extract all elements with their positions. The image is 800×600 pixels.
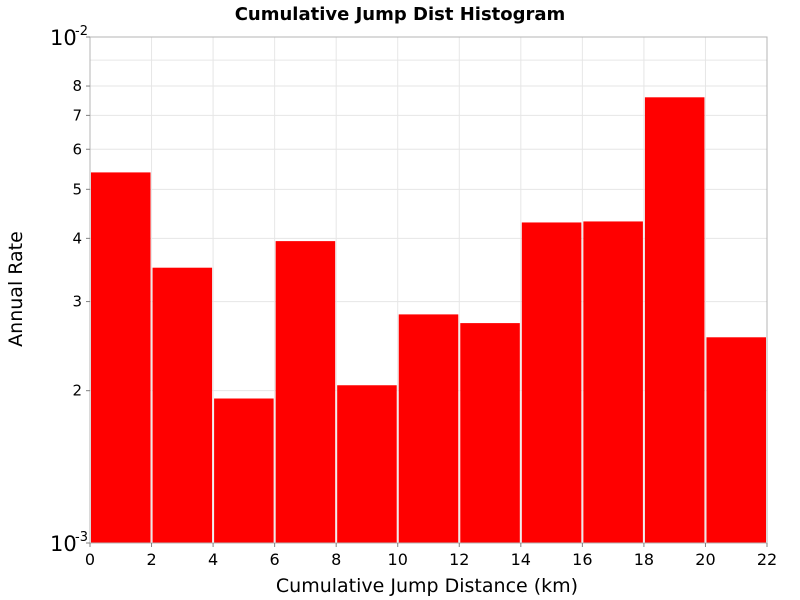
x-tick-label-7: 14	[511, 550, 531, 569]
y-major-tick-exponent-1: -2	[75, 24, 88, 39]
x-axis-label: Cumulative Jump Distance (km)	[276, 575, 578, 597]
x-tick-label-11: 22	[757, 550, 777, 569]
x-tick-label-9: 18	[634, 550, 654, 569]
y-tick-label-1: 3	[72, 293, 82, 311]
y-tick-label-6: 8	[72, 77, 82, 95]
y-tick-label-5: 7	[72, 106, 82, 124]
bar-2	[214, 398, 274, 543]
y-axis-label: Annual Rate	[5, 231, 27, 347]
x-tick-label-8: 16	[572, 550, 592, 569]
plot-frame	[89, 36, 768, 544]
y-major-tick-label-0: 10	[50, 532, 77, 556]
y-major-tick-label-1: 10	[50, 26, 77, 50]
x-tick-label-3: 6	[270, 550, 280, 569]
y-tick-label-3: 5	[72, 180, 82, 198]
chart-title: Cumulative Jump Dist Histogram	[235, 4, 566, 25]
bar-4	[337, 385, 397, 543]
bar-10	[706, 337, 766, 543]
y-tick-label-0: 2	[72, 382, 82, 400]
x-axis-ticks: 0 2 4 6 8 10 12 14 16 18 20 22	[85, 543, 777, 569]
bars-group	[91, 97, 766, 543]
bar-7	[521, 222, 582, 543]
x-tick-label-4: 8	[331, 550, 341, 569]
x-tick-label-1: 2	[146, 550, 156, 569]
x-tick-label-6: 12	[449, 550, 469, 569]
bar-1	[152, 267, 213, 543]
x-tick-label-5: 10	[388, 550, 408, 569]
bar-5	[398, 314, 459, 543]
x-tick-label-0: 0	[85, 550, 95, 569]
bar-9	[644, 97, 705, 543]
bar-6	[460, 323, 520, 543]
x-tick-label-2: 4	[208, 550, 218, 569]
y-tick-label-4: 6	[72, 140, 82, 158]
y-tick-label-2: 4	[72, 229, 82, 247]
x-tick-label-10: 20	[695, 550, 715, 569]
y-major-tick-exponent-0: -3	[75, 530, 88, 545]
bar-3	[275, 241, 336, 543]
bar-8	[583, 221, 643, 543]
bar-0	[91, 172, 151, 543]
